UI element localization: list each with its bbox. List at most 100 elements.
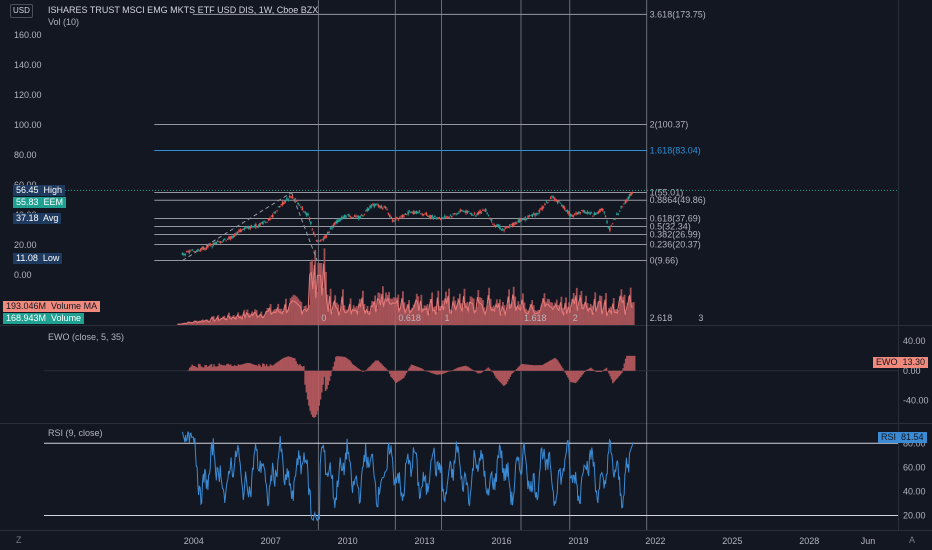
volume-bar — [209, 321, 212, 325]
fib-level-label: 2(100.37) — [650, 119, 689, 129]
candle-body — [318, 240, 321, 242]
candle-body — [321, 239, 323, 241]
candle-body — [270, 215, 273, 217]
volume-bar — [246, 309, 249, 325]
volume-bar — [440, 306, 443, 325]
ewo-bar — [428, 370, 431, 373]
candle-body — [239, 229, 242, 233]
candle-body — [459, 209, 462, 212]
ewo-bar — [605, 367, 608, 371]
ewo-bar — [508, 370, 510, 380]
currency-label: USD — [13, 6, 30, 15]
ewo-bar — [553, 358, 555, 371]
currency-badge[interactable]: USD — [10, 4, 33, 18]
ewo-bar — [279, 359, 282, 371]
candle-body — [458, 211, 460, 213]
volume-bar — [494, 307, 497, 325]
ewo-bar — [606, 370, 609, 372]
auto-scale-icon[interactable]: A — [909, 535, 915, 545]
ewo-bar — [526, 364, 528, 371]
candle-body — [257, 224, 260, 227]
ewo-bar — [392, 370, 395, 380]
ewo-bar — [600, 370, 603, 372]
candle-body — [600, 208, 603, 210]
candle-body — [269, 218, 271, 220]
ewo-bar — [574, 370, 577, 384]
candle-body — [531, 213, 534, 217]
time-axis-label: 2028 — [799, 536, 819, 546]
ewo-bar — [514, 370, 517, 371]
candle-body — [596, 212, 598, 214]
candle-body — [448, 217, 450, 218]
ewo-bar — [267, 366, 269, 371]
volume-bar — [442, 300, 444, 325]
ewo-bar — [350, 362, 353, 371]
ewo-bar — [195, 367, 197, 371]
volume-bar — [189, 321, 192, 325]
fib-time-label: 2 — [573, 313, 578, 323]
ewo-bar — [310, 370, 313, 415]
candle-body — [538, 209, 541, 213]
ewo-bar — [203, 367, 205, 371]
ewo-bar — [362, 370, 364, 372]
timezone-icon[interactable]: Z — [16, 535, 22, 545]
volume-bar — [532, 305, 535, 325]
high-badge: 56.45 High — [13, 185, 66, 196]
ewo-bar — [347, 359, 350, 371]
candle-body — [389, 214, 391, 218]
candle-body — [235, 232, 237, 235]
rsi-tick-label: 40.00 — [903, 486, 926, 496]
ewo-title[interactable]: EWO (close, 5, 35) — [48, 332, 125, 342]
candle-body — [513, 222, 515, 226]
volume-bar — [351, 310, 354, 325]
ewo-bar — [336, 356, 338, 371]
volume-indicator-label[interactable]: Vol (10) — [48, 17, 80, 27]
volume-bar — [460, 303, 463, 325]
rsi-title[interactable]: RSI (9, close) — [48, 428, 103, 438]
volume-bar — [483, 307, 486, 325]
ewo-bar — [630, 355, 632, 371]
ewo-bar — [226, 364, 228, 371]
auto-scale-icon-label: A — [909, 535, 916, 545]
fib-level-label: 1.618(83.04) — [650, 145, 701, 155]
ewo-bar — [256, 365, 259, 371]
candle-body — [334, 222, 336, 225]
candle-body — [224, 238, 226, 240]
ewo-bar — [420, 368, 423, 371]
ewo-bar — [533, 365, 536, 371]
ewo-bar — [459, 367, 462, 371]
candle-body — [218, 241, 220, 242]
candle-body — [442, 217, 445, 219]
ewo-bar — [367, 368, 369, 371]
volume-bar — [618, 296, 621, 325]
candle-body — [480, 212, 483, 214]
candle-body — [243, 227, 246, 230]
candle-body — [628, 194, 631, 197]
ewo-bar — [192, 365, 195, 371]
ewo-bar — [322, 370, 324, 385]
candle-body — [383, 206, 385, 208]
ewo-bar — [285, 357, 287, 371]
ewo-bar — [196, 367, 199, 371]
ewo-bar — [301, 366, 304, 371]
ewo-bar — [297, 365, 300, 371]
candle-body — [312, 231, 315, 234]
ewo-bar — [527, 364, 530, 371]
volume-bar — [280, 308, 283, 325]
volume-bar — [589, 303, 592, 325]
candle-body — [484, 209, 487, 212]
ewo-bar — [356, 367, 359, 371]
ewo-bar — [201, 367, 204, 371]
ewo-bar — [491, 370, 494, 372]
ewo-bar — [499, 370, 501, 382]
volume-bar — [214, 320, 217, 325]
candle-body — [263, 221, 266, 222]
candle-body — [611, 223, 614, 225]
candle-body — [515, 222, 518, 224]
candle-body — [372, 204, 374, 205]
candle-body — [435, 217, 438, 220]
candle-body — [621, 206, 624, 208]
ewo-bar — [395, 370, 397, 383]
